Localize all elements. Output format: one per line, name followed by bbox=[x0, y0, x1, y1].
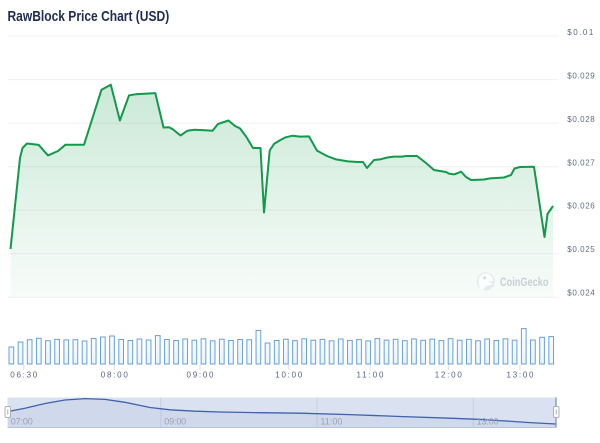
svg-text:09:00: 09:00 bbox=[187, 371, 215, 380]
svg-text:RawBlock Price Chart (USD): RawBlock Price Chart (USD) bbox=[8, 8, 170, 25]
svg-text:13:00: 13:00 bbox=[477, 416, 499, 426]
svg-text:$0.029: $0.029 bbox=[567, 72, 595, 81]
svg-text:$0.025: $0.025 bbox=[567, 245, 595, 254]
svg-text:11:00: 11:00 bbox=[320, 416, 342, 426]
svg-text:07:00: 07:00 bbox=[11, 416, 33, 426]
svg-text:11:00: 11:00 bbox=[357, 371, 385, 380]
svg-text:CoinGecko: CoinGecko bbox=[500, 275, 549, 289]
svg-text:$0.026: $0.026 bbox=[567, 202, 595, 211]
svg-text:$0.028: $0.028 bbox=[567, 115, 595, 124]
svg-text:08:00: 08:00 bbox=[101, 371, 129, 380]
svg-text:10:00: 10:00 bbox=[275, 371, 303, 380]
svg-text:$0.027: $0.027 bbox=[567, 158, 595, 167]
svg-text:$0.024: $0.024 bbox=[567, 289, 595, 298]
svg-text:13:00: 13:00 bbox=[507, 371, 535, 380]
svg-text:09:00: 09:00 bbox=[164, 416, 186, 426]
svg-text:06:30: 06:30 bbox=[10, 371, 38, 380]
svg-text:$0.01: $0.01 bbox=[567, 28, 594, 37]
svg-text:12:00: 12:00 bbox=[435, 371, 463, 380]
